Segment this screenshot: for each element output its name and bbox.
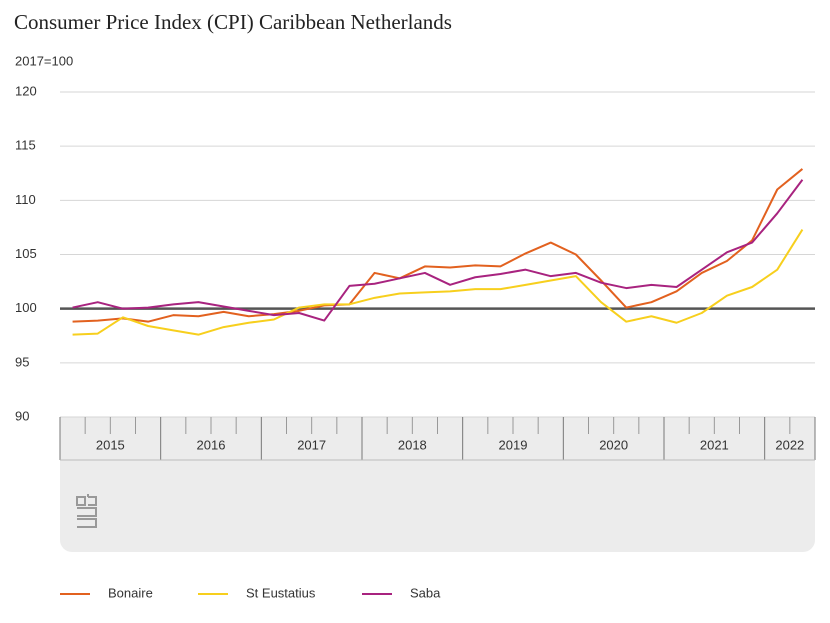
series-line <box>72 229 804 336</box>
axis-panel <box>60 417 815 552</box>
chart-subtitle: 2017=100 <box>15 53 73 68</box>
y-tick-label: 95 <box>15 354 29 369</box>
y-tick-label: 105 <box>15 246 37 261</box>
y-tick-label: 90 <box>15 408 29 423</box>
x-tick-label: 2016 <box>197 437 226 452</box>
series-line <box>72 168 804 323</box>
logo <box>76 494 97 528</box>
x-tick-label: 2015 <box>96 437 125 452</box>
x-tick-label: 2022 <box>775 437 804 452</box>
x-tick-label: 2020 <box>599 437 628 452</box>
y-tick-label: 100 <box>15 300 37 315</box>
y-tick-label: 115 <box>15 138 36 153</box>
series-line <box>72 179 804 322</box>
legend-label: Saba <box>410 585 441 600</box>
legend-label: St Eustatius <box>246 585 316 600</box>
x-tick-label: 2021 <box>700 437 729 452</box>
y-tick-label: 110 <box>15 192 36 207</box>
chart-title: Consumer Price Index (CPI) Caribbean Net… <box>14 10 452 34</box>
x-tick-label: 2017 <box>297 437 326 452</box>
y-tick-label: 120 <box>15 83 37 98</box>
x-tick-label: 2019 <box>499 437 528 452</box>
x-tick-label: 2018 <box>398 437 427 452</box>
legend-label: Bonaire <box>108 585 153 600</box>
